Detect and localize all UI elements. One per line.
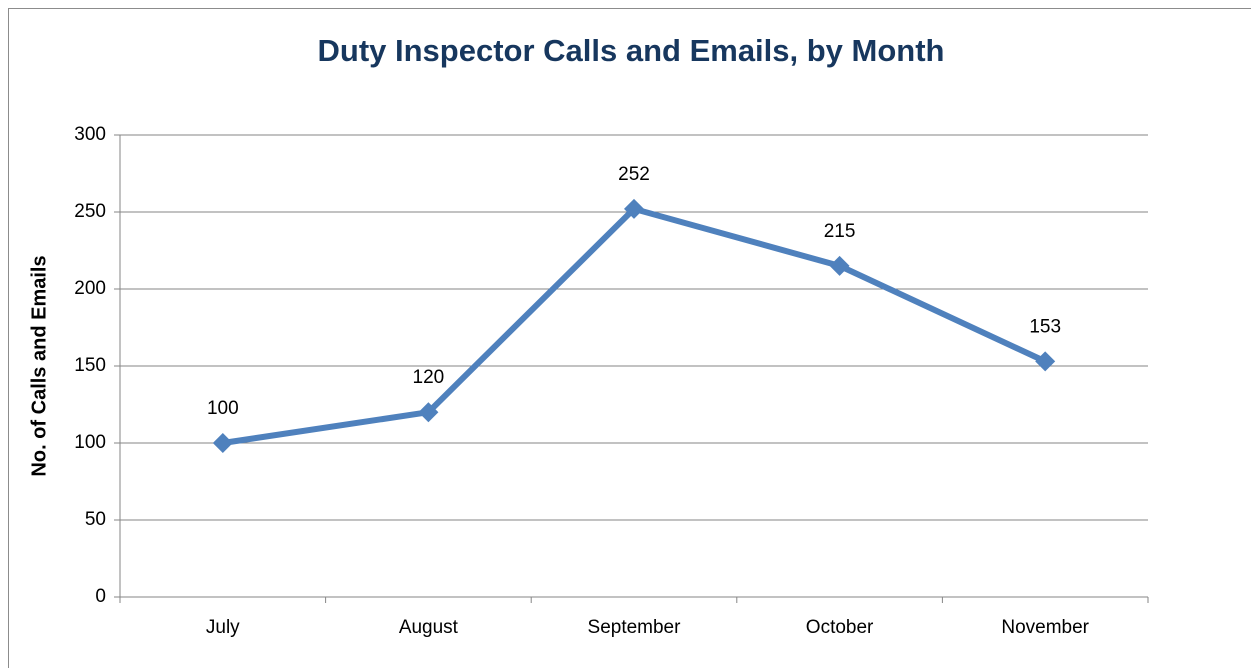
x-tick-label: November	[1001, 617, 1089, 638]
marker	[418, 402, 439, 423]
y-tick-label: 0	[95, 586, 106, 607]
marker	[212, 433, 233, 453]
x-tick-label: August	[399, 617, 459, 638]
y-tick-label: 150	[74, 355, 106, 376]
marker	[1035, 351, 1056, 372]
y-tick-label: 250	[74, 201, 106, 222]
x-tick-label: October	[806, 617, 874, 638]
chart-title: Duty Inspector Calls and Emails, by Mont…	[318, 33, 945, 68]
y-tick-label: 200	[74, 278, 106, 299]
data-label: 120	[413, 367, 445, 388]
y-tick-label: 300	[74, 124, 106, 145]
data-label: 252	[618, 164, 650, 185]
marker	[829, 255, 850, 276]
data-label: 153	[1029, 316, 1061, 337]
data-label: 215	[824, 221, 856, 242]
x-tick-label: September	[588, 617, 682, 638]
chart-border	[8, 8, 1251, 668]
y-tick-label: 100	[74, 432, 106, 453]
marker	[624, 198, 644, 219]
data-label: 100	[207, 398, 239, 419]
y-tick-label: 50	[85, 509, 106, 530]
y-axis-label: No. of Calls and Emails	[28, 255, 50, 476]
x-tick-label: July	[206, 617, 240, 638]
